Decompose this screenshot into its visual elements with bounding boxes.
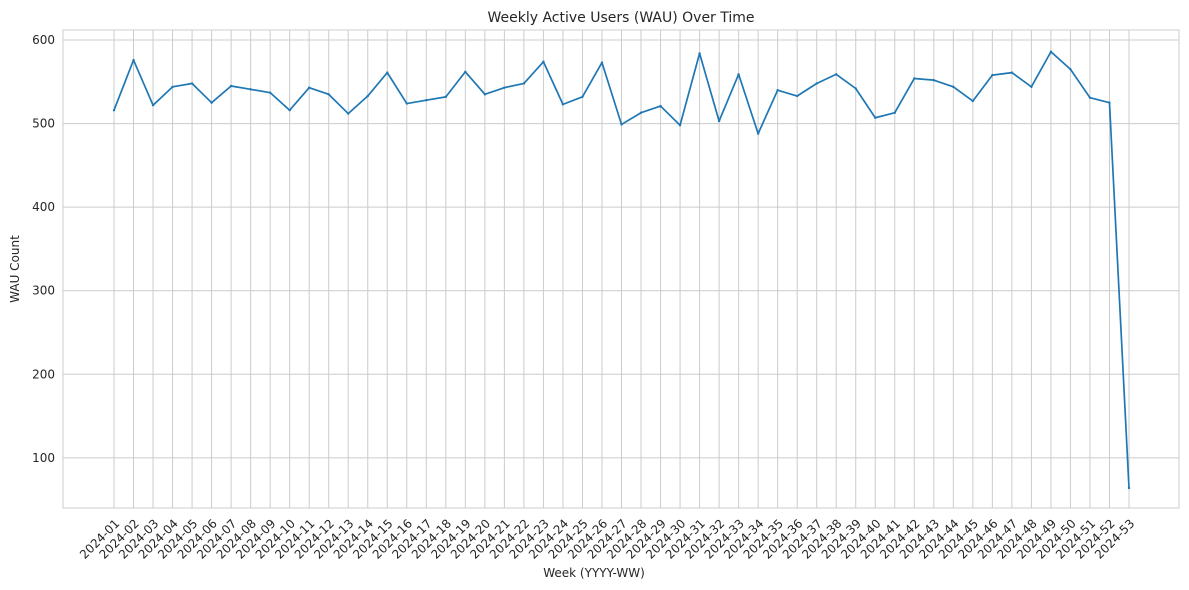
grid	[63, 30, 1179, 508]
data-point	[756, 132, 760, 135]
data-point	[737, 73, 740, 76]
data-point	[1030, 85, 1033, 89]
data-point	[698, 52, 701, 55]
x-axis-label: Week (YYYY-WW)	[543, 566, 645, 580]
data-point	[386, 71, 389, 74]
data-point	[991, 73, 994, 77]
data-point	[503, 86, 506, 89]
data-point	[1010, 71, 1014, 74]
data-point	[464, 70, 467, 73]
y-tick-label: 400	[32, 200, 55, 214]
data-point	[366, 94, 369, 98]
data-point	[210, 101, 213, 104]
data-point	[483, 93, 487, 96]
data-point	[678, 124, 682, 127]
data-point	[639, 111, 643, 114]
plot-area-frame	[62, 29, 1180, 509]
data-point	[425, 98, 428, 102]
y-tick-label: 600	[32, 33, 55, 47]
data-point	[249, 88, 252, 91]
data-point	[971, 99, 975, 103]
data-point	[659, 104, 662, 108]
data-point	[1069, 68, 1072, 71]
series-layer	[112, 50, 1131, 490]
y-tick-label: 200	[32, 367, 55, 381]
data-point	[815, 82, 818, 85]
data-point	[268, 91, 272, 94]
data-point	[1108, 101, 1111, 104]
data-point	[932, 78, 936, 82]
data-point	[893, 111, 896, 114]
chart-title: Weekly Active Users (WAU) Over Time	[487, 10, 754, 26]
data-point	[190, 82, 194, 85]
data-point	[1049, 50, 1053, 53]
data-point	[347, 112, 350, 115]
data-point	[620, 123, 623, 126]
data-point	[171, 85, 174, 89]
data-point	[522, 82, 526, 85]
data-point	[1088, 96, 1092, 99]
data-point	[600, 61, 604, 64]
data-point	[913, 77, 916, 80]
data-point	[835, 73, 838, 76]
data-point	[288, 109, 291, 112]
y-tick-label: 500	[32, 117, 55, 131]
x-axis-ticks: 2024-012024-022024-032024-042024-052024-…	[77, 516, 1137, 561]
data-point	[307, 86, 311, 89]
data-point	[952, 85, 955, 89]
data-point	[112, 109, 116, 112]
y-tick-label: 100	[32, 451, 55, 465]
y-axis-ticks: 100 200 300 400 500 600	[32, 33, 55, 465]
data-point	[444, 95, 448, 99]
data-point	[776, 88, 779, 92]
data-point	[581, 95, 584, 99]
data-point	[1127, 486, 1131, 490]
data-point	[132, 58, 135, 62]
data-point	[405, 102, 408, 105]
y-axis-label: WAU Count	[8, 235, 22, 303]
y-tick-label: 300	[32, 284, 55, 298]
data-point	[561, 103, 565, 106]
data-point	[542, 60, 545, 63]
data-point	[229, 84, 233, 88]
data-point	[854, 87, 857, 90]
data-point	[151, 104, 155, 107]
data-point	[874, 116, 877, 119]
data-point	[327, 93, 330, 96]
data-point	[717, 119, 721, 123]
data-point	[795, 94, 799, 98]
